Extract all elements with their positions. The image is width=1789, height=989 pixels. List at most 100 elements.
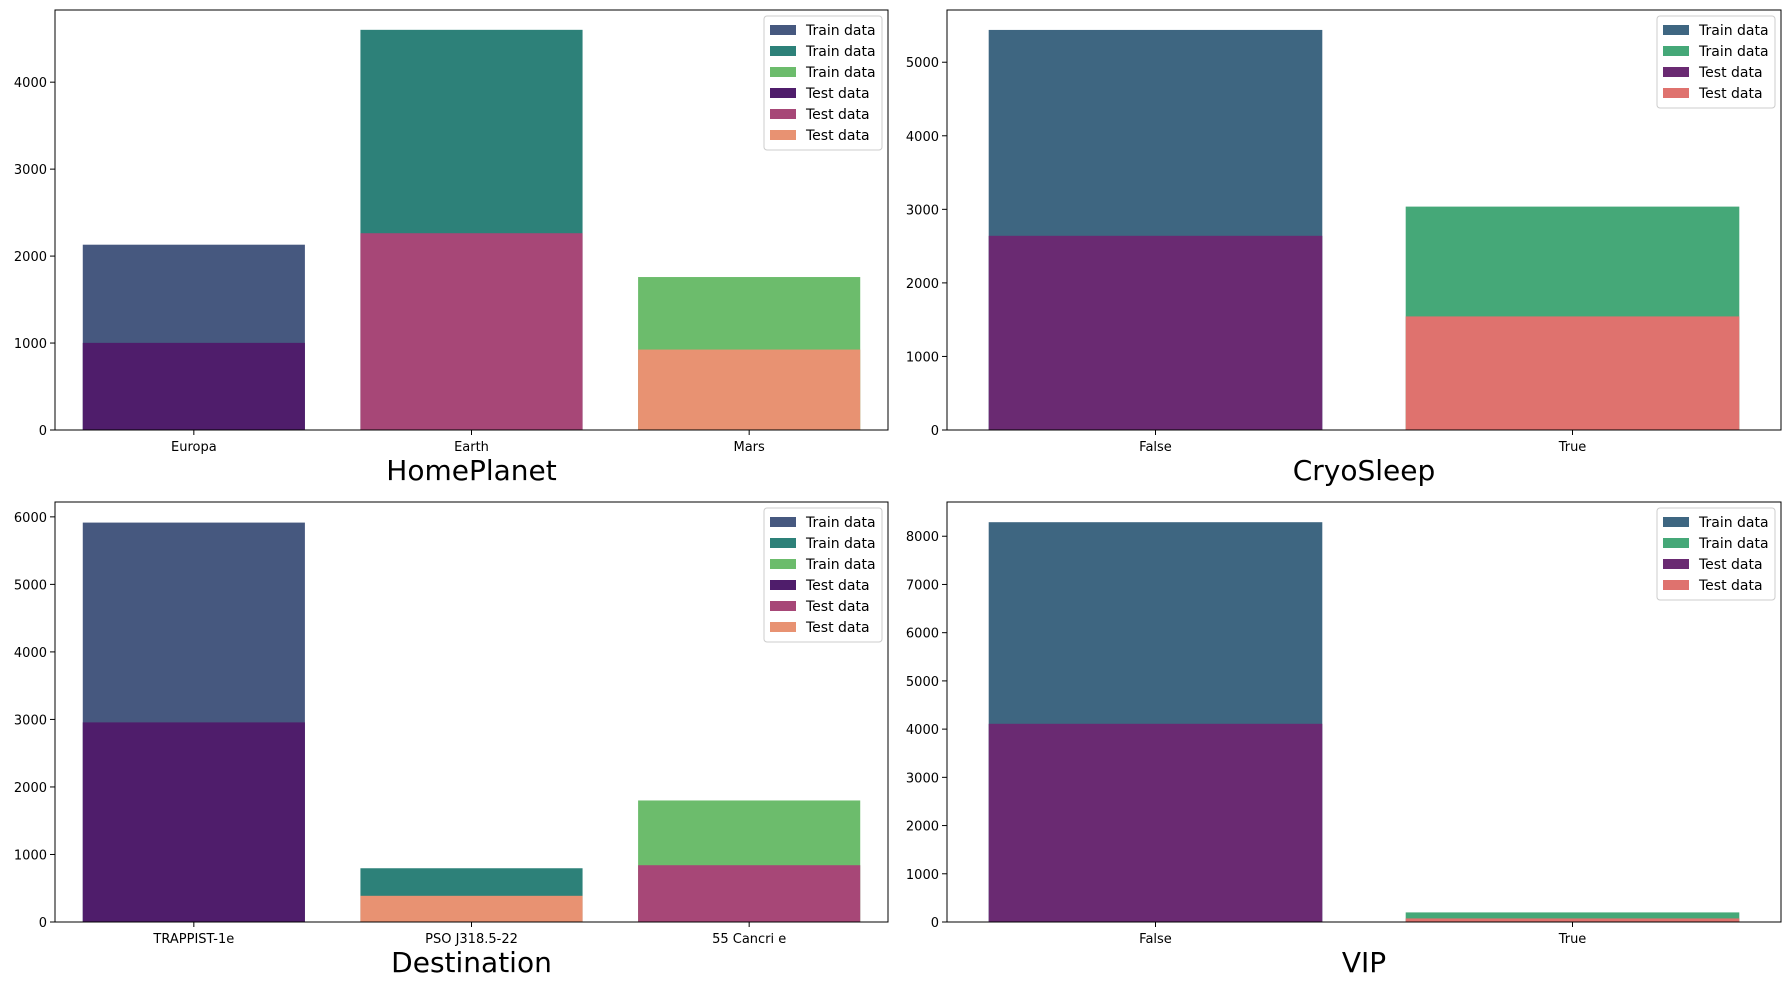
legend-swatch	[770, 109, 796, 119]
legend-box	[1656, 15, 1776, 109]
bar-test-true	[1405, 918, 1740, 922]
x-tick-label: False	[1139, 440, 1172, 455]
x-axis-label: VIP	[1342, 946, 1386, 979]
y-tick-label: 5000	[906, 56, 939, 71]
legend-swatch	[770, 538, 796, 548]
y-tick-label: 1000	[14, 337, 47, 352]
y-tick-label: 4000	[906, 723, 939, 738]
legend-label: Test data	[805, 578, 870, 594]
subplot-homeplanet: 0 1000 2000 3000 4000 Europa Earth Mars HomePlan…	[14, 9, 889, 487]
legend-swatch	[770, 622, 796, 632]
y-tick-label: 0	[931, 916, 939, 931]
legend-label: Test data	[805, 599, 870, 615]
legend: Train data Train data Train data Test data T…	[763, 15, 883, 151]
x-tick-label: True	[1558, 932, 1587, 947]
legend-swatch	[1663, 559, 1689, 569]
y-tick-label: 0	[931, 424, 939, 439]
legend: Train data Train data Test data Test data	[1656, 507, 1776, 601]
y-tick-label: 8000	[906, 530, 939, 545]
legend-label: Test data	[805, 86, 870, 102]
legend-swatch	[1663, 580, 1689, 590]
subplot-cryosleep: 0 1000 2000 3000 4000 5000 False True CryoSleep T…	[906, 9, 1782, 487]
bar-test-pso-j318-5-22	[360, 895, 583, 922]
y-tick-label: 1000	[14, 848, 47, 863]
legend-label: Train data	[1698, 23, 1769, 39]
bar-train-true	[1405, 912, 1740, 922]
legend-swatch	[770, 559, 796, 569]
axes-frame	[946, 501, 1782, 923]
y-tick-label: 6000	[906, 627, 939, 642]
legend-swatch	[770, 130, 796, 140]
y-tick-label: 4000	[14, 646, 47, 661]
y-tick-label: 5000	[906, 675, 939, 690]
y-tick-label: 2000	[906, 277, 939, 292]
legend-label: Test data	[1698, 578, 1763, 594]
legend-swatch	[770, 67, 796, 77]
legend-swatch	[770, 580, 796, 590]
y-tick-label: 7000	[906, 578, 939, 593]
bar-test-earth	[360, 233, 583, 430]
legend-label: Train data	[805, 65, 876, 81]
legend-label: Test data	[1698, 86, 1763, 102]
y-tick-label: 1000	[906, 350, 939, 365]
y-tick-label: 3000	[14, 713, 47, 728]
bar-test-trappist-1e	[82, 722, 305, 922]
x-axis-label: Destination	[391, 946, 552, 979]
axes-frame	[946, 9, 1782, 431]
x-tick-label: Europa	[171, 440, 217, 455]
legend-swatch	[1663, 88, 1689, 98]
bar-test-true	[1405, 316, 1740, 430]
bar-test-false	[988, 723, 1323, 922]
x-tick-label: Mars	[734, 440, 766, 455]
y-tick-label: 2000	[14, 250, 47, 265]
legend-swatch	[1663, 67, 1689, 77]
x-tick-label: False	[1139, 932, 1172, 947]
legend-label: Train data	[1698, 44, 1769, 60]
subplot-vip: 0 1000 2000 3000 4000 5000 6000 7000 8000 False Tr…	[906, 501, 1782, 979]
legend-swatch	[770, 25, 796, 35]
x-axis-label: HomePlanet	[386, 454, 556, 487]
legend-label: Train data	[1698, 536, 1769, 552]
y-tick-label: 2000	[14, 781, 47, 796]
legend-label: Train data	[805, 557, 876, 573]
y-tick-label: 0	[39, 916, 47, 931]
bar-test-europa	[82, 342, 305, 430]
legend-label: Test data	[805, 107, 870, 123]
legend-label: Test data	[1698, 65, 1763, 81]
bar-test-mars	[638, 349, 861, 430]
legend-label: Train data	[805, 515, 876, 531]
legend-swatch	[1663, 25, 1689, 35]
bar-test-55-cancri-e	[638, 865, 861, 922]
legend: Train data Train data Test data Test data	[1656, 15, 1776, 109]
legend: Train data Train data Train data Test data T…	[763, 507, 883, 643]
legend-swatch	[770, 88, 796, 98]
y-tick-label: 2000	[906, 820, 939, 835]
legend-label: Test data	[805, 620, 870, 636]
y-tick-label: 4000	[906, 130, 939, 145]
legend-label: Train data	[1698, 515, 1769, 531]
bar-test-false	[988, 235, 1323, 430]
subplot-destination: 0 1000 2000 3000 4000 5000 6000 TRAPPIST-1e PSO …	[14, 501, 889, 979]
legend-swatch	[770, 601, 796, 611]
legend-label: Test data	[805, 128, 870, 144]
x-tick-label: Earth	[454, 440, 489, 455]
legend-label: Test data	[1698, 557, 1763, 573]
legend-swatch	[1663, 46, 1689, 56]
y-tick-label: 1000	[906, 868, 939, 883]
legend-swatch	[770, 46, 796, 56]
legend-label: Train data	[805, 536, 876, 552]
y-tick-label: 6000	[14, 511, 47, 526]
y-tick-label: 5000	[14, 578, 47, 593]
y-tick-label: 0	[39, 424, 47, 439]
y-tick-label: 3000	[906, 203, 939, 218]
legend-swatch	[1663, 538, 1689, 548]
y-tick-label: 3000	[906, 771, 939, 786]
y-tick-label: 3000	[14, 163, 47, 178]
legend-box	[1656, 507, 1776, 601]
x-tick-label: TRAPPIST-1e	[152, 932, 234, 947]
legend-swatch	[1663, 517, 1689, 527]
x-axis-label: CryoSleep	[1293, 454, 1436, 487]
x-tick-label: 55 Cancri e	[712, 932, 786, 947]
legend-label: Train data	[805, 44, 876, 60]
